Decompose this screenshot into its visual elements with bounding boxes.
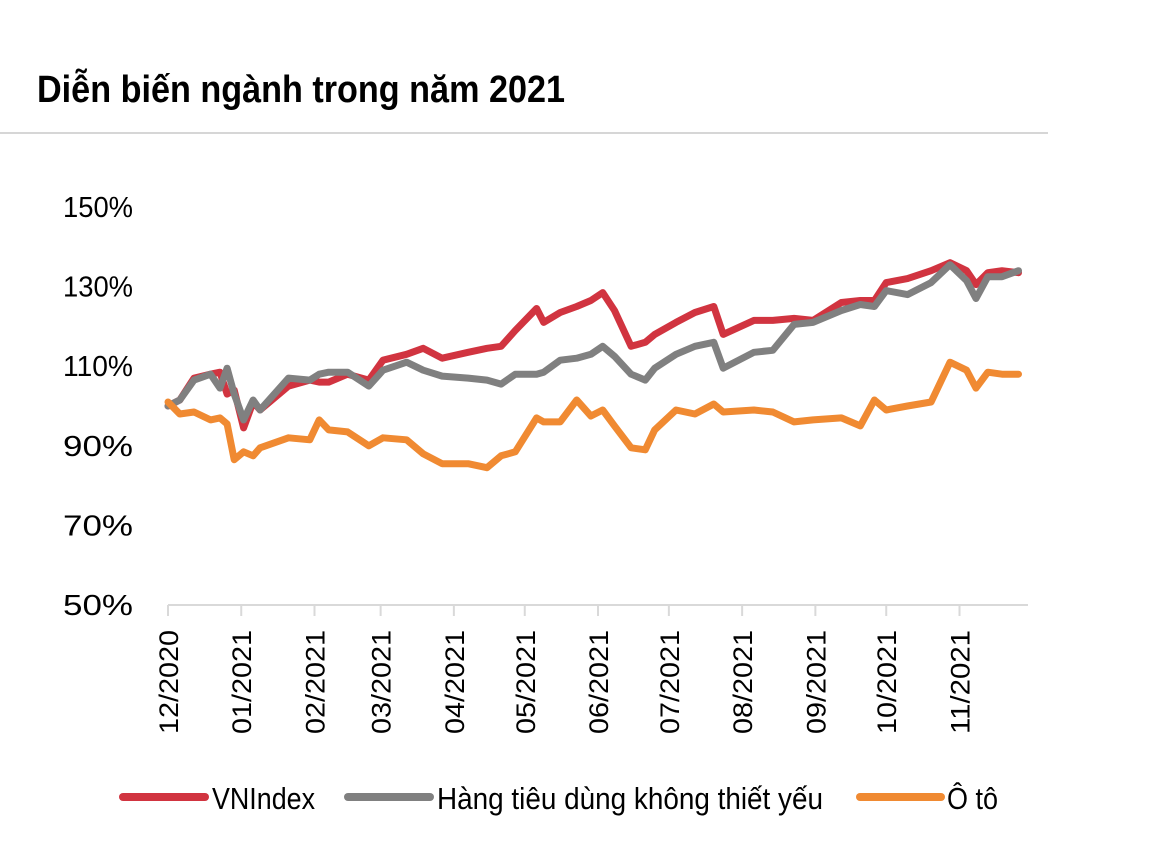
x-tick-label: 08/2021 <box>728 630 758 734</box>
series-line-0 <box>164 259 1022 432</box>
legend-label: Ô tô <box>947 781 998 816</box>
series-line-2 <box>164 358 1022 472</box>
x-tick-label: 02/2021 <box>300 630 330 734</box>
x-tick-label: 01/2021 <box>227 630 257 734</box>
x-tick-label: 03/2021 <box>367 630 397 734</box>
series-line-1 <box>164 261 1022 424</box>
x-tick-label: 09/2021 <box>801 630 831 734</box>
y-tick-label: 110% <box>63 351 133 383</box>
y-tick-label: 50% <box>63 590 133 622</box>
x-tick-label: 10/2021 <box>872 630 902 734</box>
x-tick-label: 04/2021 <box>440 630 470 734</box>
x-tick-label: 11/2021 <box>945 630 975 734</box>
y-tick-label: 70% <box>63 510 133 542</box>
y-tick-label: 90% <box>63 431 133 463</box>
y-tick-label: 130% <box>63 272 133 304</box>
legend-item: Hàng tiêu dùng không thiết yếu <box>344 781 823 816</box>
legend-item: Ô tô <box>856 781 998 816</box>
x-tick-label: 06/2021 <box>584 630 614 734</box>
x-tick-label: 12/2020 <box>154 630 184 734</box>
y-tick-label: 150% <box>63 192 133 224</box>
legend-item: VNIndex <box>119 781 315 816</box>
legend-label: VNIndex <box>212 781 315 816</box>
chart-title: Diễn biến ngành trong năm 2021 <box>37 67 565 111</box>
x-tick-label: 07/2021 <box>655 630 685 734</box>
legend-label: Hàng tiêu dùng không thiết yếu <box>437 781 823 816</box>
x-tick-label: 05/2021 <box>511 630 541 734</box>
